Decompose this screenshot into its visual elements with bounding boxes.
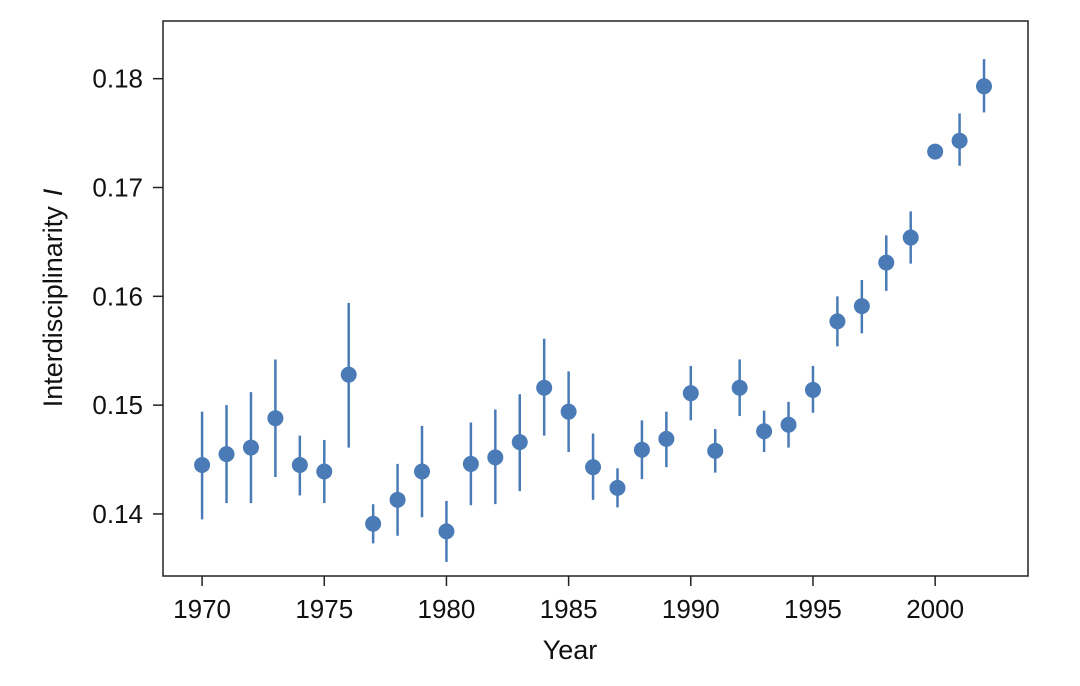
data-point — [927, 143, 944, 160]
data-point — [951, 132, 968, 149]
y-axis: 0.14 0.15 0.16 0.17 0.18 — [92, 64, 163, 529]
data-point — [585, 459, 602, 476]
y-tick-label: 0.18 — [92, 64, 143, 94]
data-point — [218, 446, 235, 463]
x-tick-label: 1980 — [418, 594, 476, 624]
y-tick-label: 0.17 — [92, 173, 143, 203]
data-point — [756, 423, 773, 440]
data-point — [853, 298, 870, 315]
data-point — [267, 410, 284, 427]
data-point — [658, 430, 675, 447]
y-axis-title-text: Interdisciplinarity — [38, 206, 68, 408]
x-tick-label: 2000 — [906, 594, 964, 624]
data-point — [804, 381, 821, 398]
data-point — [316, 463, 333, 480]
data-point — [878, 254, 895, 271]
y-tick-label: 0.14 — [92, 499, 143, 529]
data-point — [242, 439, 259, 456]
data-point — [291, 457, 308, 473]
data-point — [536, 379, 553, 396]
data-point — [340, 366, 357, 383]
x-tick-label: 1970 — [173, 594, 231, 624]
y-axis-title: Interdisciplinarity I — [38, 188, 68, 407]
data-point — [462, 455, 479, 472]
y-tick-label: 0.15 — [92, 390, 143, 420]
data-point — [633, 441, 650, 458]
x-axis: 1970 1975 1980 1985 1990 1995 2000 — [173, 576, 964, 624]
data-point — [976, 78, 993, 95]
data-point — [560, 403, 577, 420]
x-tick-label: 1985 — [540, 594, 598, 624]
data-point — [438, 523, 455, 540]
x-axis-title: Year — [543, 635, 598, 665]
data-point — [902, 229, 919, 246]
data-point — [365, 515, 382, 532]
data-point — [511, 434, 528, 451]
plot-frame — [162, 20, 1029, 577]
data-point — [487, 449, 504, 466]
data-point — [731, 379, 748, 396]
data-point — [829, 313, 846, 330]
y-axis-title-variable: I — [38, 188, 68, 196]
x-tick-label: 1975 — [295, 594, 353, 624]
x-tick-label: 1990 — [662, 594, 720, 624]
y-tick-label: 0.16 — [92, 281, 143, 311]
data-point — [389, 491, 406, 508]
data-point — [682, 385, 699, 402]
x-tick-label: 1995 — [784, 594, 842, 624]
data-point — [707, 442, 724, 459]
data-point — [609, 479, 626, 496]
data-point — [194, 457, 211, 473]
data-points — [194, 78, 993, 540]
data-point — [414, 463, 431, 480]
data-point — [780, 416, 797, 433]
